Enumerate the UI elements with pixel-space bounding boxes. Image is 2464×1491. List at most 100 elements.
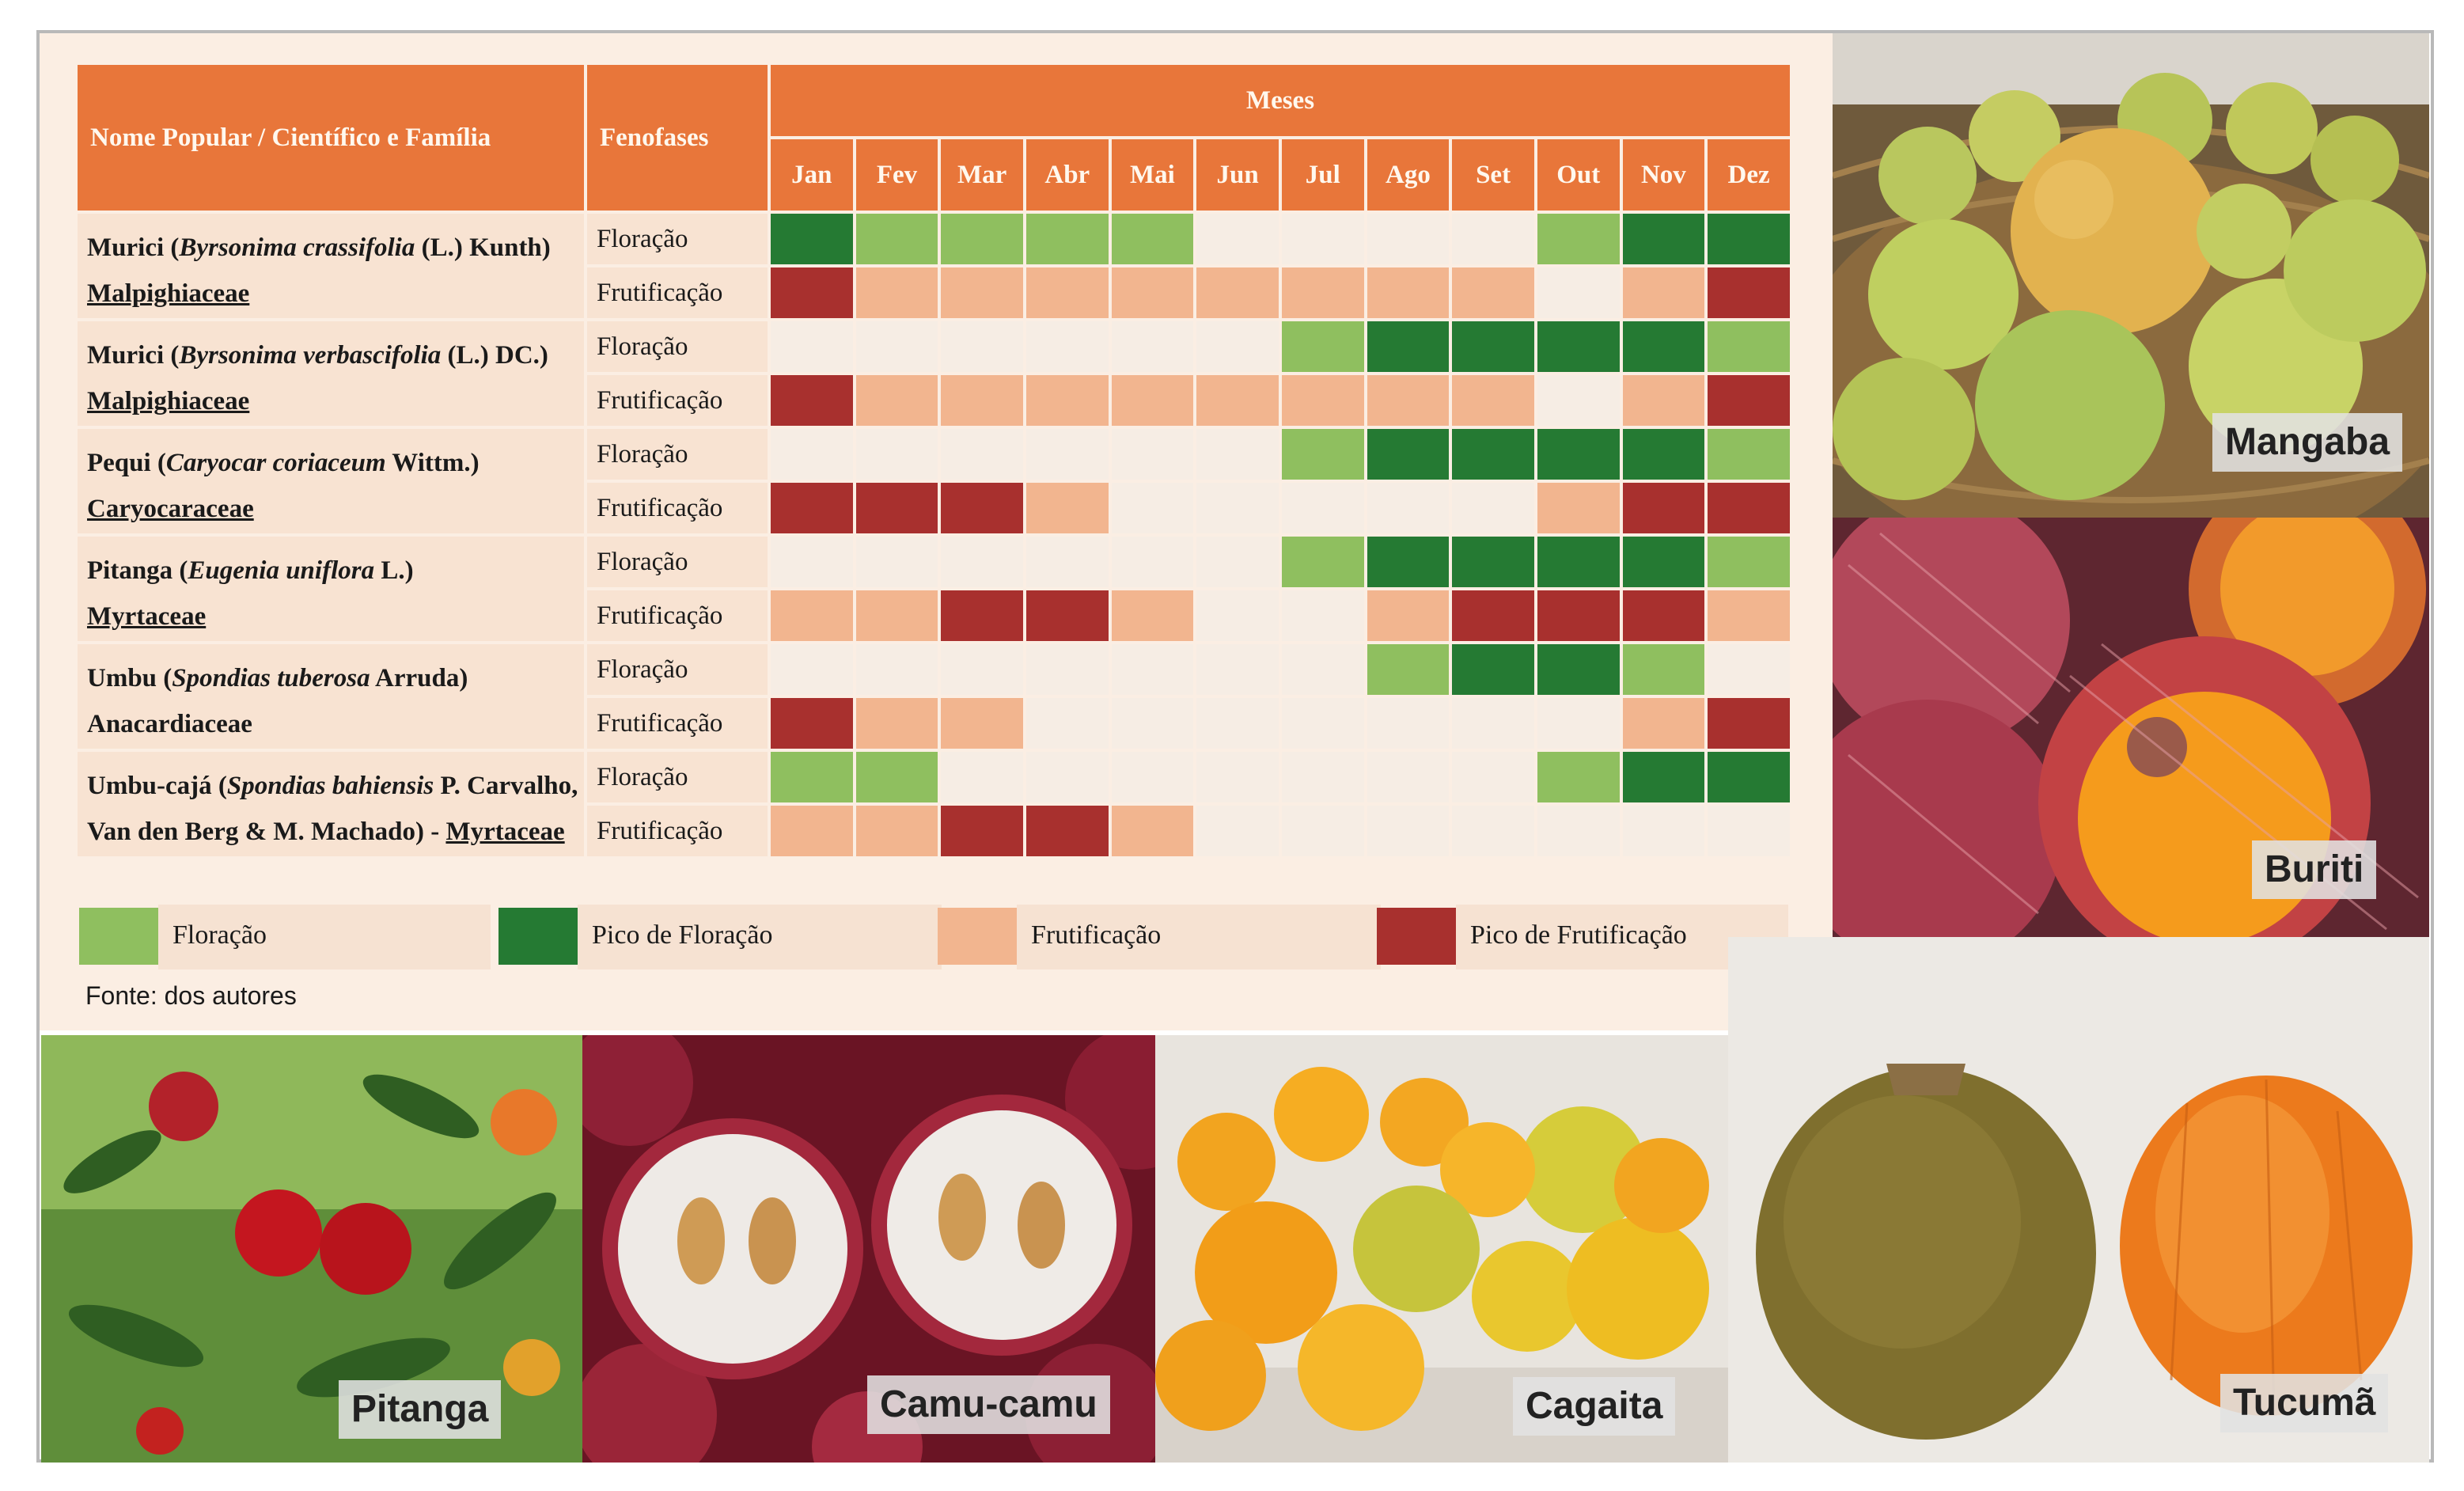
phenology-cell	[1367, 644, 1450, 695]
species-common-name: Umbu (	[87, 664, 172, 692]
phenology-cell	[771, 429, 853, 480]
phenology-cell	[1537, 321, 1620, 372]
species-cell: Umbu-cajá (Spondias bahiensis P. Carvalh…	[78, 752, 584, 856]
label-mangaba: Mangaba	[2212, 413, 2403, 472]
table-row: Umbu-cajá (Spondias bahiensis P. Carvalh…	[78, 752, 1790, 856]
phenology-cell	[1452, 429, 1534, 480]
phenology-cell	[941, 483, 1023, 533]
phase-label: Frutificação	[587, 483, 768, 533]
month-header: Abr	[1025, 139, 1109, 211]
month-header: Mar	[941, 139, 1023, 211]
legend-swatch	[938, 908, 1017, 965]
species-scientific-name: Caryocar coriaceum	[165, 449, 386, 477]
phenology-cell	[771, 698, 853, 749]
tucuma-image	[1728, 937, 2429, 1463]
phenology-cell	[771, 644, 853, 695]
header-phase: Fenofases	[587, 65, 768, 211]
month-header: Nov	[1622, 139, 1705, 211]
phenology-cell	[1111, 214, 1194, 264]
phenology-cell	[855, 590, 938, 641]
phenology-cell	[1537, 429, 1620, 480]
phenology-cell	[1196, 806, 1279, 856]
phenology-cell	[1452, 590, 1534, 641]
species-scientific-name: Byrsonima crassifolia	[179, 233, 415, 262]
month-header: Out	[1537, 139, 1620, 211]
phenology-cell	[1622, 483, 1705, 533]
phenology-cell	[855, 752, 938, 802]
phenology-cell	[941, 321, 1023, 372]
species-family: Malpighiaceae	[87, 387, 250, 415]
phenology-cell	[1025, 267, 1109, 318]
phenology-cell	[1111, 483, 1194, 533]
species-family: Myrtaceae	[87, 602, 207, 631]
phenology-cell	[1622, 321, 1705, 372]
phenology-cell	[1622, 375, 1705, 426]
photo-cagaita: Cagaita	[1155, 1035, 1728, 1463]
phenology-cell	[855, 698, 938, 749]
phenology-cell	[771, 483, 853, 533]
phenology-cell	[1708, 644, 1790, 695]
phenology-cell	[1111, 752, 1194, 802]
species-authority: Wittm.)	[385, 449, 480, 477]
month-header: Dez	[1708, 139, 1790, 211]
species-cell: Pitanga (Eugenia uniflora L.) Myrtaceae	[78, 537, 584, 641]
phenology-cell	[941, 806, 1023, 856]
buriti-image	[1833, 518, 2429, 937]
month-header: Ago	[1367, 139, 1450, 211]
phenology-cell	[941, 590, 1023, 641]
phenology-cell	[855, 644, 938, 695]
phenology-cell	[1281, 644, 1364, 695]
species-scientific-name: Byrsonima verbascifolia	[179, 341, 442, 370]
species-common-name: Pitanga (	[87, 556, 188, 585]
phenology-cell	[1367, 321, 1450, 372]
label-camucamu: Camu-camu	[867, 1375, 1110, 1434]
header-name: Nome Popular / Científico e Família	[78, 65, 584, 211]
phenology-cell	[1367, 537, 1450, 587]
phenology-table: Nome Popular / Científico e Família Feno…	[74, 62, 1793, 859]
phenology-cell	[941, 375, 1023, 426]
phenology-cell	[1025, 321, 1109, 372]
phenology-cell	[1622, 644, 1705, 695]
legend-label: Pico de Frutificação	[1470, 920, 1687, 950]
phenology-cell	[1622, 214, 1705, 264]
phenology-cell	[1367, 429, 1450, 480]
table-row: Pitanga (Eugenia uniflora L.) Myrtaceae Fl…	[78, 537, 1790, 641]
phenology-cell	[1281, 537, 1364, 587]
phenology-cell	[1537, 267, 1620, 318]
month-header: Set	[1452, 139, 1534, 211]
phenology-cell	[1537, 375, 1620, 426]
phenology-cell	[1708, 429, 1790, 480]
phenology-cell	[1196, 267, 1279, 318]
phenology-cell	[1196, 698, 1279, 749]
phenology-cell	[855, 429, 938, 480]
phenology-cell	[1111, 429, 1194, 480]
photo-camucamu: Camu-camu	[582, 1035, 1155, 1463]
table-row: Frutificação	[78, 698, 1790, 749]
phenology-cell	[1708, 267, 1790, 318]
phenology-cell	[1025, 375, 1109, 426]
mangaba-image	[1833, 33, 2429, 518]
legend-item-pico-floracao: Pico de Floração	[498, 905, 942, 969]
photo-tucuma: Tucumã	[1728, 937, 2429, 1463]
species-cell: Pequi (Caryocar coriaceum Wittm.) Caryoca…	[78, 429, 584, 533]
phenology-cell	[1025, 214, 1109, 264]
phenology-cell	[771, 375, 853, 426]
phenology-cell	[1452, 698, 1534, 749]
phenology-cell	[1622, 752, 1705, 802]
phenology-cell	[1025, 429, 1109, 480]
phenology-cell	[1452, 483, 1534, 533]
legend-item-pico-frutificacao: Pico de Frutificação	[1377, 905, 1788, 969]
phenology-cell	[1281, 321, 1364, 372]
phenology-cell	[1367, 267, 1450, 318]
table-row: Frutificação	[78, 483, 1790, 533]
phenology-cell	[941, 698, 1023, 749]
phenology-cell	[1281, 429, 1364, 480]
phenology-cell	[1708, 375, 1790, 426]
phenology-cell	[1452, 214, 1534, 264]
phenology-cell	[1537, 537, 1620, 587]
phenology-cell	[941, 214, 1023, 264]
species-common-name: Pequi (	[87, 449, 166, 477]
phenology-cell	[941, 537, 1023, 587]
legend-swatch	[79, 908, 158, 965]
phenology-cell	[1025, 698, 1109, 749]
